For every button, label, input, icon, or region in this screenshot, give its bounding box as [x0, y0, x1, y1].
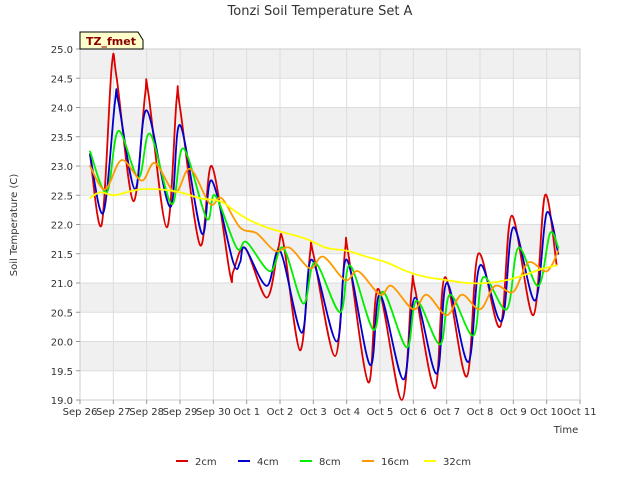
y-tick-label: 25.0	[51, 45, 73, 56]
y-axis-ticks: 19.0 19.5 20.0 20.5 21.0 21.5 22.0 22.5 23.0 23.5…	[51, 45, 80, 407]
site-badge: TZ_fmet	[79, 31, 144, 50]
y-tick-label: 23.5	[51, 133, 73, 144]
x-tick-label: Sep 30	[196, 407, 231, 418]
x-tick-label: Oct 10	[530, 407, 563, 418]
y-tick-label: 24.5	[51, 74, 73, 85]
x-tick-label: Oct 6	[400, 407, 427, 418]
badge-shape	[79, 31, 144, 50]
plot-band	[80, 341, 580, 371]
series-line-2cm	[89, 52, 558, 401]
series-line-32cm	[89, 188, 558, 285]
x-tick-label: Oct 2	[267, 407, 294, 418]
plot-band	[80, 166, 580, 196]
y-tick-label: 21.0	[51, 279, 73, 290]
y-tick-label: 21.5	[51, 250, 73, 261]
x-tick-label: Oct 9	[500, 407, 527, 418]
chart-title: Tonzi Soil Temperature Set A	[227, 4, 413, 19]
legend-label-4cm: 4cm	[257, 457, 279, 468]
x-tick-label: Oct 3	[300, 407, 327, 418]
x-tick-label: Oct 11	[563, 407, 596, 418]
x-tick-label: Oct 8	[467, 407, 494, 418]
y-tick-label: 23.0	[51, 162, 73, 173]
series-line-16cm	[89, 159, 560, 317]
y-tick-label: 20.0	[51, 338, 73, 349]
legend: 2cm 4cm 8cm 16cm 32cm	[176, 457, 471, 468]
plot-band	[80, 49, 580, 79]
y-axis-label: Soil Temperature (C)	[9, 174, 20, 277]
y-tick-label: 24.0	[51, 104, 73, 115]
legend-label-16cm: 16cm	[381, 457, 409, 468]
series-line-8cm	[89, 129, 560, 349]
x-tick-label: Oct 1	[233, 407, 260, 418]
legend-label-8cm: 8cm	[319, 457, 341, 468]
x-tick-label: Oct 7	[433, 407, 460, 418]
x-tick-label: Oct 5	[367, 407, 394, 418]
x-tick-label: Sep 27	[96, 407, 131, 418]
series-lines	[89, 52, 560, 401]
plot-band	[80, 107, 580, 137]
x-tick-label: Sep 26	[63, 407, 98, 418]
legend-label-2cm: 2cm	[195, 457, 217, 468]
legend-label-32cm: 32cm	[443, 457, 471, 468]
y-tick-label: 19.5	[51, 367, 73, 378]
x-tick-label: Sep 29	[163, 407, 198, 418]
y-tick-label: 22.5	[51, 191, 73, 202]
x-axis-label: Time	[553, 425, 578, 436]
y-tick-label: 19.0	[51, 396, 73, 407]
y-tick-label: 22.0	[51, 221, 73, 232]
y-tick-label: 20.5	[51, 308, 73, 319]
x-tick-label: Oct 4	[333, 407, 360, 418]
badge-text: TZ_fmet	[86, 35, 136, 48]
plot-bands	[80, 49, 580, 371]
series-line-4cm	[89, 88, 560, 381]
x-tick-label: Sep 28	[129, 407, 164, 418]
